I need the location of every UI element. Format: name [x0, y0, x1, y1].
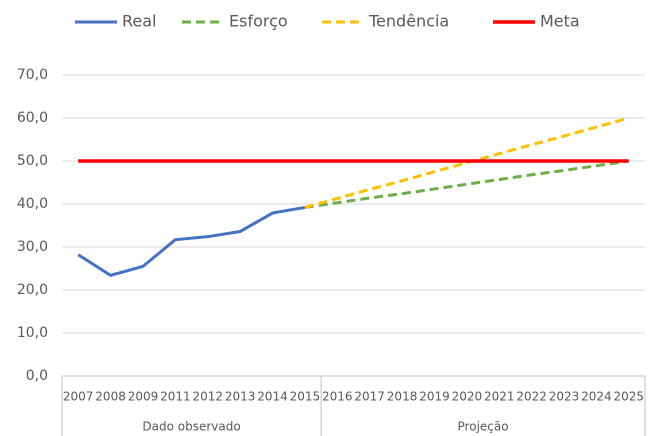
x-tick-label: 2025 [614, 390, 645, 404]
x-tick-label: 2021 [484, 390, 515, 404]
x-tick-label: 2014 [257, 390, 288, 404]
x-tick-label: 2007 [63, 390, 94, 404]
y-tick-label: 0,0 [26, 368, 48, 384]
x-tick-label: 2013 [225, 390, 256, 404]
legend-label: Tendência [368, 12, 449, 31]
legend-label: Real [122, 12, 157, 31]
x-tick-label: 2020 [452, 390, 483, 404]
x-tick-label: 2009 [128, 390, 159, 404]
x-tick-label: 2018 [387, 390, 418, 404]
y-tick-label: 10,0 [17, 325, 48, 341]
x-tick-label: 2015 [290, 390, 321, 404]
x-tick-label: 2008 [95, 390, 126, 404]
series-line [304, 159, 630, 209]
y-tick-label: 50,0 [17, 153, 48, 169]
y-tick-label: 30,0 [17, 239, 48, 255]
x-tick-label: 2019 [419, 390, 450, 404]
x-tick-label: 2017 [354, 390, 385, 404]
x-tick-label: 2023 [549, 390, 580, 404]
series-line [77, 205, 306, 277]
legend-label: Esforço [229, 12, 288, 31]
y-tick-label: 40,0 [17, 196, 48, 212]
x-tick-label: 2024 [581, 390, 612, 404]
group-label: Projeção [458, 420, 509, 434]
x-tick-label: 2022 [516, 390, 547, 404]
x-tick-label: 2011 [160, 390, 191, 404]
x-tick-label: 2012 [192, 390, 223, 404]
y-tick-label: 60,0 [17, 110, 48, 126]
x-tick-label: 2016 [322, 390, 353, 404]
y-tick-label: 70,0 [17, 67, 48, 83]
legend-label: Meta [540, 12, 580, 31]
group-label: Dado observado [142, 420, 240, 434]
y-tick-label: 20,0 [17, 282, 48, 298]
